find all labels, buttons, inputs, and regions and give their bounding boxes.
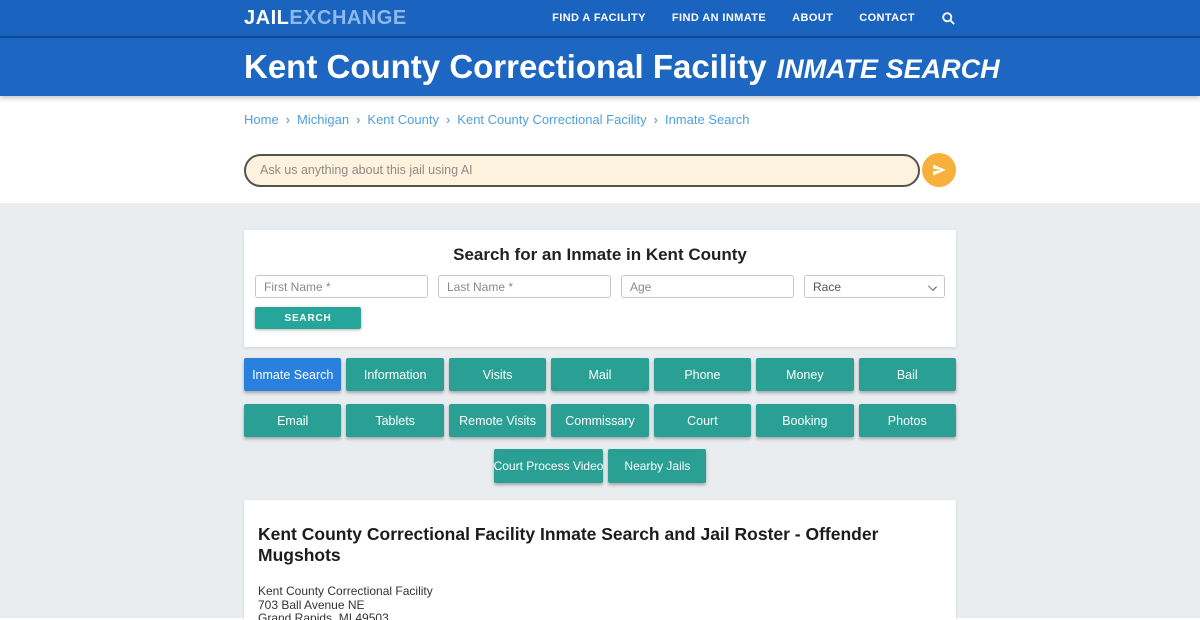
logo-text-jail: JAIL bbox=[244, 6, 290, 29]
main-section: Search for an Inmate in Kent County Race… bbox=[0, 203, 1200, 620]
ai-search-row bbox=[244, 153, 956, 187]
nav-find-an-inmate[interactable]: FIND AN INMATE bbox=[671, 12, 767, 24]
tab-money[interactable]: Money bbox=[756, 358, 854, 391]
ai-send-button[interactable] bbox=[922, 153, 956, 187]
facility-address-block: Kent County Correctional Facility 703 Ba… bbox=[258, 584, 942, 620]
tab-remote-visits[interactable]: Remote Visits bbox=[448, 404, 547, 437]
tab-inmate-search[interactable]: Inmate Search bbox=[244, 358, 342, 391]
logo-text-exchange: EXCHANGE bbox=[289, 6, 407, 29]
tab-phone[interactable]: Phone bbox=[653, 358, 752, 391]
first-name-field[interactable] bbox=[255, 275, 428, 298]
tab-photos[interactable]: Photos bbox=[858, 404, 956, 437]
top-navigation-bar: JAILEXCHANGE FIND A FACILITY FIND AN INM… bbox=[0, 0, 1200, 38]
facility-name: Kent County Correctional Facility bbox=[244, 48, 767, 85]
breadcrumb-separator-icon: › bbox=[445, 112, 451, 127]
ai-search-pill bbox=[244, 153, 920, 187]
breadcrumb-michigan[interactable]: Michigan bbox=[297, 112, 350, 127]
section-nav-row-2: Email Tablets Remote Visits Commissary C… bbox=[244, 404, 956, 437]
tab-email[interactable]: Email bbox=[244, 404, 342, 437]
tab-commissary[interactable]: Commissary bbox=[551, 404, 649, 437]
form-title: Search for an Inmate in Kent County bbox=[453, 245, 747, 264]
age-field[interactable] bbox=[621, 275, 794, 298]
nav-find-a-facility[interactable]: FIND A FACILITY bbox=[552, 12, 646, 24]
tab-court-process-video[interactable]: Court Process Video bbox=[493, 449, 604, 483]
tab-visits[interactable]: Visits bbox=[448, 358, 547, 391]
top-nav-links: FIND A FACILITY FIND AN INMATE ABOUT CON… bbox=[552, 11, 956, 26]
breadcrumb-separator-icon: › bbox=[356, 112, 361, 127]
section-nav-row-3: Court Process Video Nearby Jails bbox=[244, 449, 956, 483]
jailexchange-logo[interactable]: JAILEXCHANGE bbox=[244, 7, 407, 30]
search-icon[interactable] bbox=[941, 11, 956, 26]
breadcrumb-home[interactable]: Home bbox=[244, 112, 279, 127]
race-select[interactable]: Race bbox=[804, 275, 945, 298]
facility-title-banner: Kent County Correctional Facility INMATE … bbox=[0, 38, 1200, 96]
search-button[interactable]: SEARCH bbox=[255, 307, 361, 329]
tab-information[interactable]: Information bbox=[346, 358, 444, 391]
nav-about[interactable]: ABOUT bbox=[792, 12, 834, 24]
last-name-field[interactable] bbox=[438, 275, 611, 298]
tab-tablets[interactable]: Tablets bbox=[346, 404, 444, 437]
breadcrumb-facility[interactable]: Kent County Correctional Facility bbox=[457, 112, 647, 127]
section-nav-buttons: Inmate Search Information Visits Mail Ph… bbox=[244, 358, 956, 483]
breadcrumb: Home › Michigan › Kent County › Kent Cou… bbox=[244, 112, 956, 127]
breadcrumb-kent-county[interactable]: Kent County bbox=[367, 112, 439, 127]
nav-contact[interactable]: CONTACT bbox=[859, 12, 915, 24]
tab-mail[interactable]: Mail bbox=[551, 358, 649, 391]
breadcrumb-and-ai-strip: Home › Michigan › Kent County › Kent Cou… bbox=[0, 96, 1200, 203]
page-subtitle: INMATE SEARCH bbox=[776, 54, 1000, 84]
ai-search-input[interactable] bbox=[260, 163, 904, 177]
address-city-state-zip: Grand Rapids, MI 49503 bbox=[258, 611, 389, 620]
content-heading: Kent County Correctional Facility Inmate… bbox=[258, 524, 879, 565]
form-fields-row: Race bbox=[255, 275, 945, 298]
tab-court[interactable]: Court bbox=[653, 404, 752, 437]
tab-bail[interactable]: Bail bbox=[858, 358, 956, 391]
breadcrumb-inmate-search[interactable]: Inmate Search bbox=[664, 112, 750, 127]
breadcrumb-separator-icon: › bbox=[653, 112, 658, 127]
address-facility-name: Kent County Correctional Facility bbox=[258, 584, 433, 598]
address-street: 703 Ball Avenue NE bbox=[258, 597, 365, 612]
tab-booking[interactable]: Booking bbox=[756, 404, 854, 437]
breadcrumb-separator-icon: › bbox=[285, 112, 291, 127]
inmate-search-form-card: Search for an Inmate in Kent County Race… bbox=[244, 230, 956, 347]
facility-info-card: Kent County Correctional Facility Inmate… bbox=[244, 500, 956, 620]
section-nav-row-1: Inmate Search Information Visits Mail Ph… bbox=[244, 358, 956, 391]
race-select-wrap: Race bbox=[804, 275, 945, 298]
paper-plane-icon bbox=[931, 162, 947, 178]
page-title: Kent County Correctional Facility INMATE … bbox=[244, 48, 1000, 86]
tab-nearby-jails[interactable]: Nearby Jails bbox=[608, 449, 707, 483]
